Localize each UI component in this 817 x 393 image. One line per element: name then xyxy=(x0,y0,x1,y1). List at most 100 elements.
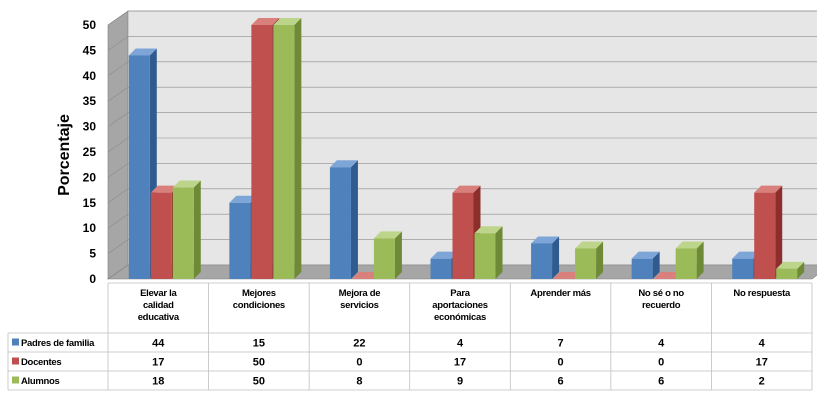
bar xyxy=(273,18,302,279)
bar-front xyxy=(430,258,452,279)
data-label: 44 xyxy=(152,338,165,350)
category-label: No respuesta xyxy=(733,288,791,299)
bar-top xyxy=(631,251,660,259)
data-label: 6 xyxy=(658,376,664,388)
gridline xyxy=(107,213,817,229)
y-tick-label: 30 xyxy=(83,120,97,134)
bar-top xyxy=(128,48,157,56)
bar-top xyxy=(351,272,380,279)
data-label: 4 xyxy=(457,338,464,350)
bar-front xyxy=(172,187,194,279)
bar-top xyxy=(373,231,402,239)
bar-side xyxy=(596,241,604,279)
bar-top xyxy=(653,272,682,279)
bar-front xyxy=(128,55,150,280)
bar-side xyxy=(775,185,783,279)
category-label: económicas xyxy=(434,312,486,323)
category-label: aportaciones xyxy=(432,300,488,311)
gridline xyxy=(107,36,817,51)
data-label: 50 xyxy=(253,376,265,388)
bar-top xyxy=(575,241,604,249)
bar-front xyxy=(251,25,273,279)
gridline xyxy=(107,86,817,102)
data-label: 7 xyxy=(558,338,564,350)
data-label: 6 xyxy=(558,376,564,388)
bar-top xyxy=(329,160,358,168)
bar-front xyxy=(732,258,754,279)
y-tick-label: 20 xyxy=(83,170,97,184)
category-label: recuerdo xyxy=(642,300,681,311)
category-label: educativa xyxy=(138,312,180,323)
gridline xyxy=(107,10,817,26)
bar-side xyxy=(294,18,302,279)
bar xyxy=(575,241,604,279)
legend-key xyxy=(12,338,19,346)
y-tick-label: 50 xyxy=(83,18,97,32)
category-label: Elevar la xyxy=(140,288,177,299)
category-label: servicios xyxy=(340,300,379,311)
data-label: 0 xyxy=(658,357,664,369)
bar xyxy=(631,251,660,279)
bar-side xyxy=(652,251,660,279)
data-label: 50 xyxy=(253,357,265,369)
bar-side xyxy=(696,241,704,279)
bar-front xyxy=(229,202,251,279)
gridline xyxy=(107,239,817,254)
y-tick-label: 45 xyxy=(83,43,97,57)
bar-top xyxy=(553,272,582,279)
bar-side xyxy=(394,231,402,279)
bar xyxy=(351,272,380,279)
gridline xyxy=(107,61,817,77)
bar xyxy=(675,241,704,279)
series-name: Padres de familia xyxy=(21,338,95,349)
bar-side xyxy=(193,180,201,279)
bar-top xyxy=(531,236,560,244)
bar-front xyxy=(631,258,653,279)
y-tick-label: 25 xyxy=(83,145,97,159)
category-label: calidad xyxy=(143,300,174,311)
y-tick-label: 10 xyxy=(83,221,97,235)
y-tick-label: 0 xyxy=(89,272,96,286)
bar-front xyxy=(776,268,798,279)
bar-front xyxy=(531,243,553,279)
category-label: Mejora de xyxy=(339,288,381,299)
data-label: 15 xyxy=(253,338,265,350)
series-name: Alumnos xyxy=(21,376,60,387)
category-label: No sé o no xyxy=(638,288,684,299)
bar-front xyxy=(150,192,172,279)
bar xyxy=(329,160,358,279)
data-label: 18 xyxy=(152,376,164,388)
gridline xyxy=(107,163,817,178)
bars xyxy=(128,18,805,280)
bar-front xyxy=(754,192,776,279)
bar-front xyxy=(474,233,496,279)
legend-key xyxy=(12,357,19,365)
bar-front xyxy=(575,248,597,279)
data-label: 22 xyxy=(353,338,365,350)
bar-front xyxy=(329,167,351,279)
y-axis-label: Porcentaje xyxy=(56,114,73,196)
bar-side xyxy=(797,261,805,279)
y-tick-label: 40 xyxy=(83,69,97,83)
data-label: 4 xyxy=(759,338,766,350)
bar-front xyxy=(675,248,697,279)
data-label: 4 xyxy=(658,338,665,350)
bar xyxy=(754,185,783,279)
bar-top xyxy=(273,18,302,25)
gridlines xyxy=(107,10,817,254)
bar-top xyxy=(776,261,805,269)
bar-front xyxy=(452,192,474,279)
data-label: 17 xyxy=(756,357,768,369)
bar-top xyxy=(452,185,481,193)
legend-key xyxy=(12,376,19,384)
bar-front xyxy=(273,25,295,279)
y-tick-label: 15 xyxy=(83,196,97,210)
data-label: 17 xyxy=(152,357,164,369)
bar-side xyxy=(350,160,358,279)
bar-top xyxy=(251,18,280,25)
y-axis-ticks: 0 5 10 15 20 25 30 35 40 45 50 xyxy=(83,18,97,286)
y-tick-label: 35 xyxy=(83,94,97,108)
gridline xyxy=(107,112,817,127)
bar-top xyxy=(229,195,258,203)
